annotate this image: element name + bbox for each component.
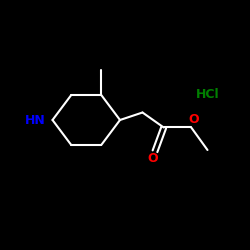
Text: O: O bbox=[188, 113, 199, 126]
Text: O: O bbox=[147, 152, 158, 165]
Text: HCl: HCl bbox=[196, 88, 219, 102]
Text: HN: HN bbox=[24, 114, 46, 126]
